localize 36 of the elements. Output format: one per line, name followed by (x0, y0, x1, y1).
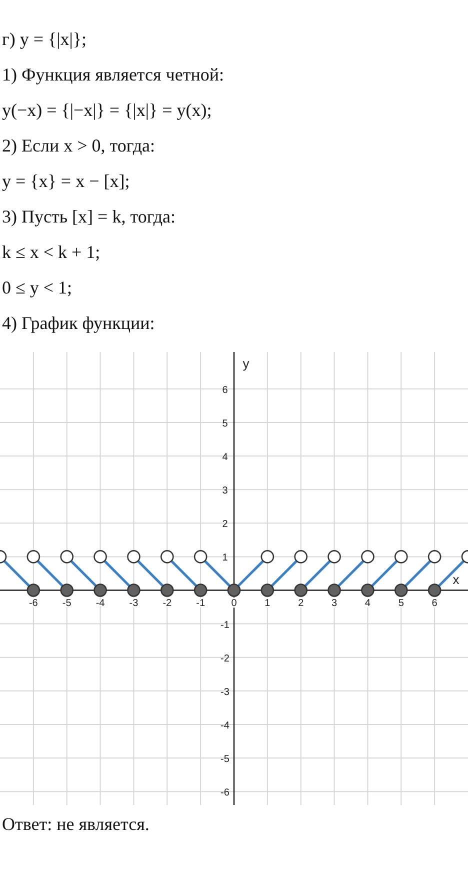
text: k ≤ x < k + 1; (2, 242, 100, 262)
text: 4) График функции: (2, 313, 155, 333)
text: г) y = {|x|}; (2, 29, 87, 49)
y-tick-label: -6 (220, 788, 230, 799)
y-tick-label: 3 (222, 486, 228, 497)
text: y = {x} = x − [x]; (2, 171, 130, 191)
y-axis-title: y (242, 356, 250, 371)
text: 0 ≤ y < 1; (2, 278, 72, 298)
x-tick-label: 5 (398, 598, 404, 610)
text: 1) Функция является четной: (2, 64, 224, 84)
text: Ответ: не является. (2, 814, 150, 834)
y-tick-label: -2 (220, 653, 230, 664)
y-tick-label: -1 (220, 620, 230, 631)
x-axis-title: x (452, 572, 460, 588)
x-tick-label: -4 (96, 598, 106, 610)
y-tick-label: 2 (222, 519, 228, 530)
x-tick-label: 6 (432, 598, 438, 610)
x-tick-label: -3 (129, 598, 139, 610)
x-tick-label: -1 (196, 598, 206, 610)
x-tick-label: 3 (332, 598, 338, 610)
text: 2) Если x > 0, тогда: (2, 136, 156, 156)
y-tick-label: 5 (222, 418, 228, 430)
y-tick-label: -4 (220, 720, 230, 732)
x-tick-label: -2 (162, 598, 172, 610)
x-tick-label: -5 (62, 598, 72, 610)
x-tick-label: 4 (364, 598, 371, 610)
x-tick-label: -6 (28, 598, 38, 610)
y-tick-label: 6 (222, 384, 228, 396)
y-tick-label: -5 (220, 754, 230, 766)
text: 3) Пусть [x] = k, тогда: (2, 206, 176, 226)
text: y(−x) = {|−x|} = {|x|} = y(x); (2, 100, 212, 120)
y-tick-label: 1 (222, 552, 228, 564)
y-tick-label: 4 (222, 452, 228, 464)
x-tick-label: 2 (298, 598, 304, 610)
x-tick-label: 1 (264, 598, 271, 610)
y-tick-label: -3 (220, 686, 230, 698)
